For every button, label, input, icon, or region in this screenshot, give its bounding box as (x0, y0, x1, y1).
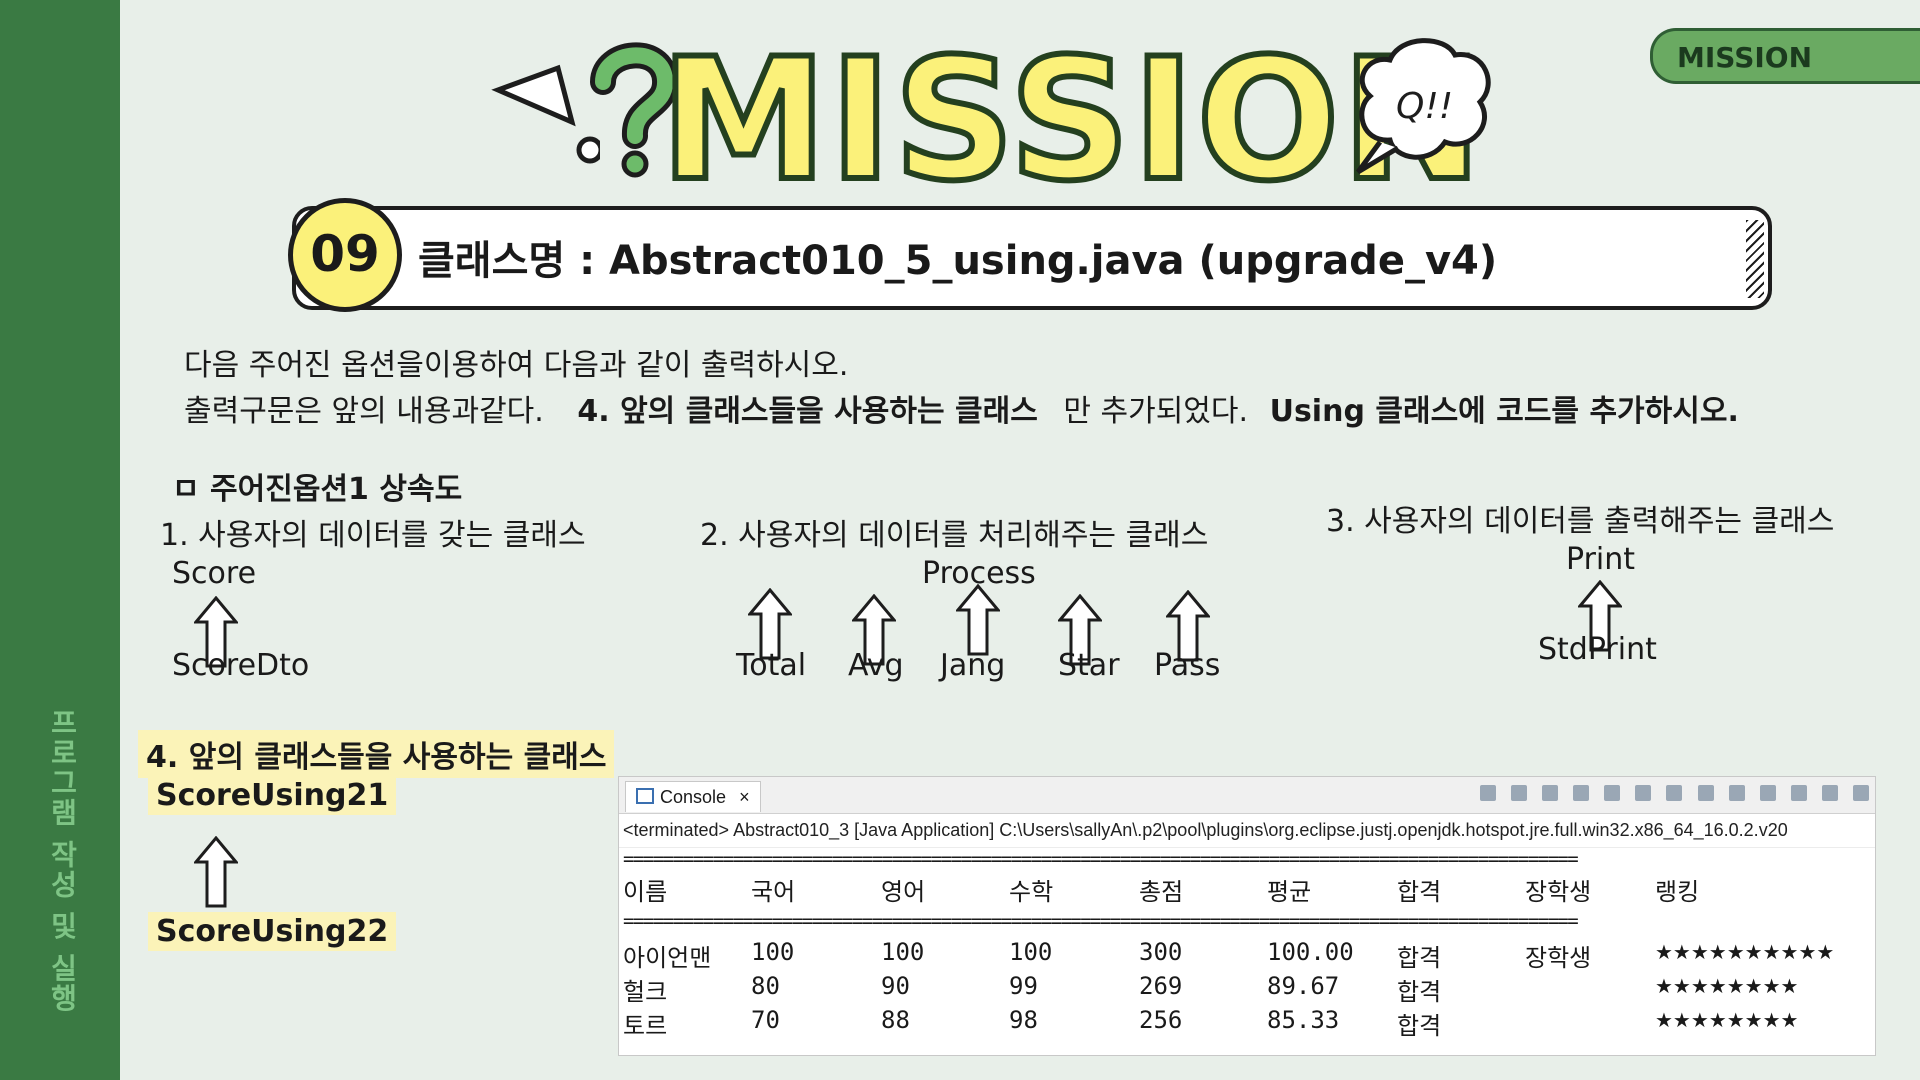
inherit-arrow-icon (852, 594, 896, 666)
left-sidebar: 프로그램 작성 및 실행 (0, 0, 120, 1080)
instruction-pre: 출력구문은 앞의 내용과같다. (184, 394, 544, 429)
question-mark-icon (590, 42, 675, 178)
console-tab[interactable]: Console × (625, 781, 761, 812)
console-tab-label: Console (660, 787, 727, 807)
instruction-line-2: 출력구문은 앞의 내용과같다. 4. 앞의 클래스들을 사용하는 클래스 만 추… (184, 386, 1739, 430)
inherit-arrow-icon (748, 588, 792, 660)
copy-icon[interactable] (1821, 785, 1838, 801)
group4-title: 4. 앞의 클래스들을 사용하는 클래스 (138, 730, 615, 778)
class-pass: Pass (1154, 648, 1221, 683)
mission-banner: MISSION Q!! (480, 20, 1510, 218)
mission-tag: MISSION (1650, 28, 1920, 84)
show-on-output-icon[interactable] (1666, 785, 1683, 801)
clear-console-icon[interactable] (1573, 785, 1590, 801)
header-english: 영어 (881, 878, 926, 906)
header-average: 평균 (1267, 878, 1312, 906)
instruction-mid: 만 추가되었다. (1063, 394, 1249, 429)
mission-title: MISSION (657, 22, 1485, 218)
inherit-arrow-icon (1578, 580, 1622, 652)
class-avg: Avg (848, 648, 904, 683)
class-total: Total (736, 648, 807, 683)
terminate-icon[interactable] (1479, 785, 1496, 801)
class-star: Star (1058, 648, 1120, 683)
group1-title: 1. 사용자의 데이터를 갖는 클래스 (160, 518, 586, 553)
separator-line: ========================================… (623, 848, 1579, 870)
remove-all-icon[interactable] (1542, 785, 1559, 801)
console-tabbar: Console × (619, 777, 1875, 814)
pin-console-icon[interactable] (1728, 785, 1745, 801)
class-print: Print (1566, 542, 1636, 577)
diagram-heading: ㅁ 주어진옵션1 상속도 (172, 472, 463, 507)
instruction-line-1: 다음 주어진 옵션을이용하여 다음과 같이 출력하시오. (184, 348, 849, 383)
settings-icon[interactable] (1853, 785, 1869, 801)
class-scoreusing22: ScoreUsing22 (148, 912, 397, 951)
sidebar-label: 프로그램 작성 및 실행 (46, 708, 79, 1014)
show-on-error-icon[interactable] (1697, 785, 1714, 801)
instruction-bold: 4. 앞의 클래스들을 사용하는 클래스 (577, 394, 1038, 429)
inherit-arrow-icon (194, 596, 238, 668)
remove-launch-icon[interactable] (1510, 785, 1527, 801)
separator-line: ========================================… (623, 910, 1579, 932)
inherit-arrow-icon (1166, 590, 1210, 662)
header-pass: 합격 (1397, 878, 1442, 906)
class-jang: Jang (940, 648, 1006, 683)
class-name-title: 클래스명 : Abstract010_5_using.java (upgrade… (418, 238, 1498, 284)
console-toolbar (1470, 785, 1869, 807)
class-scoredto: ScoreDto (172, 648, 310, 683)
svg-text:Q!!: Q!! (1396, 86, 1453, 127)
group2-title: 2. 사용자의 데이터를 처리해주는 클래스 (700, 518, 1209, 553)
console-icon (636, 788, 654, 804)
header-scholar: 장학생 (1525, 878, 1592, 906)
class-scoreusing21: ScoreUsing21 (148, 776, 397, 815)
scroll-lock-icon[interactable] (1604, 785, 1621, 801)
console-status: <terminated> Abstract010_3 [Java Applica… (619, 814, 1875, 848)
group3-title: 3. 사용자의 데이터를 출력해주는 클래스 (1326, 504, 1835, 539)
hatch-decoration (1746, 220, 1764, 298)
class-score: Score (172, 556, 257, 591)
mission-title-bar (292, 206, 1772, 310)
inherit-arrow-icon (956, 584, 1000, 656)
header-ranking: 랭킹 (1655, 878, 1700, 906)
inherit-arrow-icon (1058, 594, 1102, 666)
header-korean: 국어 (751, 878, 796, 906)
header-name: 이름 (623, 878, 668, 906)
inherit-arrow-icon (194, 836, 238, 908)
instruction-bold-2: Using 클래스에 코드를 추가하시오. (1269, 394, 1739, 429)
close-icon[interactable]: × (739, 787, 750, 807)
header-math: 수학 (1009, 878, 1054, 906)
word-wrap-icon[interactable] (1635, 785, 1652, 801)
header-total: 총점 (1139, 878, 1184, 906)
display-console-icon[interactable] (1759, 785, 1776, 801)
class-stdprint: StdPrint (1538, 632, 1657, 667)
open-console-icon[interactable] (1790, 785, 1807, 801)
mission-number-badge: 09 (288, 198, 402, 312)
speech-bubble-icon: Q!! (1355, 38, 1491, 175)
exclamation-icon (491, 64, 600, 164)
console-panel: Console × <terminated> Abstract010_3 [Ja… (618, 776, 1876, 1056)
